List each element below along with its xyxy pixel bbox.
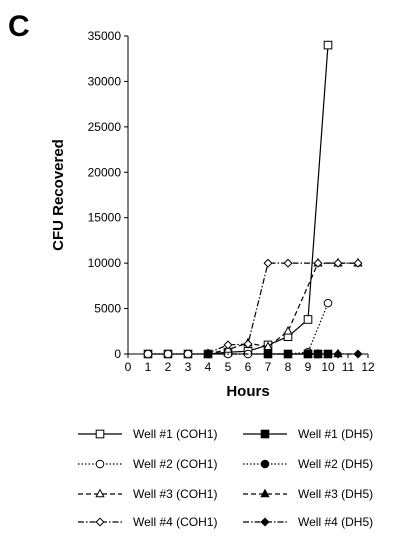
legend-label: Well #3 (DH5)	[298, 487, 373, 501]
legend-label: Well #2 (COH1)	[133, 457, 217, 471]
x-tick-label: 6	[245, 360, 252, 374]
x-tick-label: 8	[285, 360, 292, 374]
legend-marker	[260, 429, 270, 439]
data-point	[323, 40, 333, 50]
series-line	[148, 45, 329, 355]
x-tick-label: 2	[165, 360, 172, 374]
legend-item: Well #3 (DH5)	[243, 487, 373, 501]
data-point	[283, 258, 293, 268]
x-tick-label: 1	[145, 360, 152, 374]
legend-marker	[95, 517, 105, 527]
legend-item: Well #4 (COH1)	[78, 515, 217, 529]
x-tick-label: 5	[225, 360, 232, 374]
legend-label: Well #4 (DH5)	[298, 515, 373, 529]
series-line	[207, 262, 358, 354]
data-point	[313, 258, 323, 268]
legend-label: Well #4 (COH1)	[133, 515, 217, 529]
x-tick-label: 9	[305, 360, 312, 374]
data-point	[313, 349, 323, 359]
panel-letter: C	[8, 10, 30, 43]
data-point	[283, 325, 293, 335]
data-point	[183, 349, 193, 359]
x-tick-label: 11	[342, 360, 355, 374]
y-axis-title: CFU Recovered	[50, 139, 67, 251]
y-tick-label: 0	[114, 347, 121, 361]
legend-item: Well #1 (COH1)	[78, 427, 217, 441]
y-tick-label: 15000	[88, 211, 122, 225]
legend-item: Well #2 (COH1)	[78, 457, 217, 471]
y-tick-label: 35000	[88, 29, 122, 43]
series-4	[203, 258, 363, 358]
y-tick-label: 5000	[94, 302, 121, 316]
x-tick-label: 10	[321, 360, 335, 374]
legend-item: Well #3 (COH1)	[78, 487, 217, 501]
x-tick-label: 0	[125, 360, 132, 374]
data-point	[243, 339, 253, 349]
legend-marker	[95, 429, 105, 439]
plot-series	[143, 40, 363, 359]
data-point	[333, 258, 343, 268]
data-point	[353, 258, 363, 268]
data-point	[303, 315, 313, 324]
series-2	[143, 298, 333, 359]
data-point	[263, 349, 273, 359]
data-point	[263, 258, 273, 268]
y-tick-label: 30000	[88, 74, 122, 88]
data-point	[203, 349, 213, 359]
legend-item: Well #2 (DH5)	[243, 457, 373, 471]
legend-label: Well #2 (DH5)	[298, 457, 373, 471]
data-point	[353, 349, 363, 359]
series-1	[143, 40, 333, 359]
data-point	[223, 340, 233, 350]
legend-marker	[95, 459, 105, 469]
data-point	[323, 298, 333, 308]
data-point	[303, 348, 313, 358]
legend-label: Well #1 (DH5)	[298, 427, 373, 441]
legend-item: Well #1 (DH5)	[243, 427, 373, 441]
y-tick-label: 20000	[88, 165, 122, 179]
x-tick-label: 3	[185, 360, 192, 374]
x-tick-label: 12	[361, 360, 375, 374]
data-point	[143, 349, 153, 359]
data-point	[333, 349, 343, 359]
data-point	[163, 349, 173, 359]
x-axis-title: Hours	[226, 383, 269, 400]
y-tick-label: 25000	[88, 120, 122, 134]
series-line	[207, 262, 358, 355]
legend-label: Well #1 (COH1)	[133, 427, 217, 441]
x-tick-label: 7	[265, 360, 272, 374]
series-line	[148, 302, 329, 355]
series-8	[203, 349, 363, 359]
legend-marker	[260, 459, 270, 469]
legend-marker	[95, 488, 105, 498]
legend-label: Well #3 (COH1)	[133, 487, 217, 501]
legend: Well #1 (COH1) Well #2 (COH1) Well #3 (COH…	[78, 427, 373, 529]
legend-marker	[260, 517, 270, 527]
x-tick-label: 4	[205, 360, 212, 374]
legend-marker	[260, 488, 270, 498]
y-tick-label: 10000	[88, 256, 122, 270]
legend-item: Well #4 (DH5)	[243, 515, 373, 529]
